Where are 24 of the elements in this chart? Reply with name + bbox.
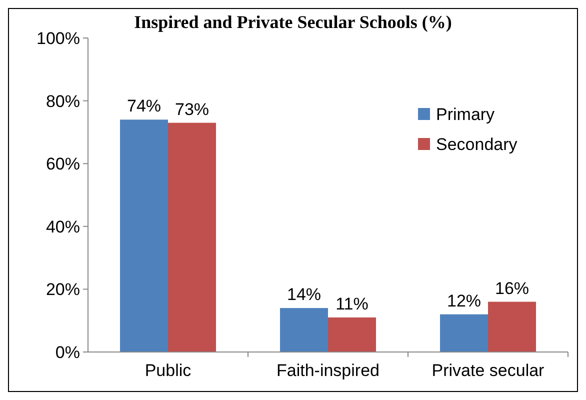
x-tick-label: Public [144, 361, 192, 380]
text: 73% [174, 100, 210, 119]
legend-label: Secondary [436, 134, 518, 154]
text: 74% [126, 96, 162, 116]
x-tick-label: Private secular [432, 361, 545, 380]
legend-label: Primary [436, 104, 496, 124]
bar [328, 317, 376, 352]
text: 11% [336, 294, 368, 314]
bar [120, 120, 168, 352]
bar [488, 302, 536, 352]
text: 12% [446, 291, 482, 310]
bar [440, 314, 488, 352]
y-tick-label: 60% [46, 154, 80, 174]
y-tick-label: 100% [36, 28, 80, 48]
x-tick-label: Faith-inspired [276, 361, 380, 380]
chart-title: Inspired and Private Secular Schools (%) [134, 12, 452, 32]
bar [168, 122, 216, 352]
y-tick-label: 40% [46, 217, 80, 236]
text: 14% [286, 285, 322, 304]
y-tick-label: 20% [46, 280, 80, 300]
text: 16% [494, 278, 530, 298]
bar [280, 308, 328, 352]
y-tick-label: 80% [46, 92, 80, 111]
y-tick-label: 0% [55, 342, 80, 362]
